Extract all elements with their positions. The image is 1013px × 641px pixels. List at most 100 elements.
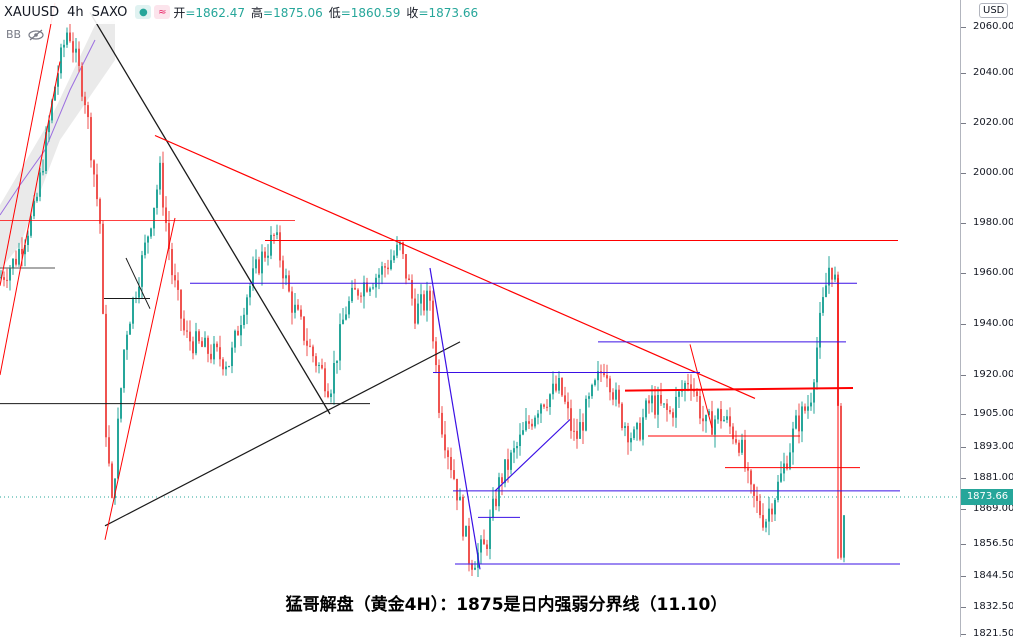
candle-body — [732, 426, 734, 440]
hidden-eye-icon[interactable] — [27, 29, 45, 41]
candle-body — [414, 298, 416, 324]
candle-body — [669, 409, 671, 413]
candle-body — [504, 459, 506, 484]
candle-body — [561, 377, 563, 396]
price-axis[interactable]: USD 2060.00 2040.00 2020.00 2000.00 1980.00 1… — [960, 0, 1013, 639]
candle-body — [468, 525, 470, 564]
candle-body — [489, 517, 491, 549]
status-dot-icon[interactable]: ● — [135, 5, 152, 19]
candle-body — [204, 337, 206, 347]
candle-body — [492, 498, 494, 518]
chart-area[interactable] — [0, 0, 960, 637]
candle-body — [768, 508, 770, 522]
candle-body — [345, 314, 347, 320]
candle-body — [45, 132, 47, 172]
candle-body — [330, 393, 332, 398]
candle-body — [792, 428, 794, 453]
candle-body — [441, 412, 443, 435]
candle-body — [636, 423, 638, 430]
candle-body — [96, 174, 98, 200]
candle-body — [621, 403, 623, 429]
candle-body — [375, 277, 377, 288]
symbol[interactable]: XAUUSD — [4, 4, 60, 20]
candle-body — [450, 456, 452, 471]
candle-body — [597, 371, 599, 381]
candle-body — [162, 162, 164, 208]
candle-body — [645, 400, 647, 418]
candle-body — [342, 319, 344, 325]
candle-body — [291, 291, 293, 313]
candle-body — [207, 337, 209, 354]
black-trendline-down — [89, 12, 331, 415]
price-tick-label: 1856.50 — [973, 538, 1013, 549]
high-value: 高=1875.06 — [251, 5, 323, 20]
candle-body — [36, 196, 38, 201]
price-chart[interactable] — [0, 0, 960, 637]
candle-body — [171, 249, 173, 276]
candle-body — [270, 234, 272, 256]
price-tick-label: 1960.00 — [973, 267, 1013, 278]
chart-caption: 猛哥解盘（黄金4H）：1875是日内强弱分界线（11.10） — [285, 595, 728, 615]
candle-body — [486, 544, 488, 549]
candle-body — [672, 412, 674, 418]
interval[interactable]: 4h — [67, 4, 84, 20]
candle-body — [9, 268, 11, 281]
candle-body — [387, 267, 389, 270]
candle-body — [423, 294, 425, 311]
candle-body — [21, 248, 23, 255]
candle-body — [432, 300, 434, 342]
price-tick-mark — [961, 634, 966, 635]
candle-body — [633, 429, 635, 439]
indicator-label[interactable]: BB — [6, 28, 22, 41]
candle-body — [723, 419, 725, 422]
candle-body — [303, 316, 305, 341]
candle-body — [807, 406, 809, 411]
candle-body — [66, 32, 68, 45]
candle-body — [300, 309, 302, 317]
price-tick-label: 2020.00 — [973, 117, 1013, 128]
candle-body — [564, 395, 566, 402]
candle-body — [528, 421, 530, 424]
price-tick-mark — [961, 73, 966, 74]
candle-body — [249, 285, 251, 298]
candle-body — [654, 395, 656, 415]
candle-body — [225, 366, 227, 370]
candle-body — [735, 439, 737, 443]
candle-body — [324, 368, 326, 392]
candle-body — [696, 391, 698, 397]
last-price-label: 1873.66 — [961, 488, 1013, 505]
candle-body — [0, 277, 2, 279]
candle-body — [771, 508, 773, 515]
candle-body — [60, 47, 62, 74]
candle-body — [483, 539, 485, 545]
candle-body — [465, 525, 467, 537]
candle-body — [519, 434, 521, 446]
candle-body — [48, 120, 50, 133]
candle-body — [573, 430, 575, 432]
indicator-row[interactable]: BB — [6, 28, 45, 41]
candle-body — [510, 452, 512, 470]
candle-body — [609, 378, 611, 393]
compare-icon[interactable]: ≈ — [154, 5, 171, 19]
candle-body — [351, 287, 353, 302]
candle-body — [57, 73, 59, 87]
candle-body — [816, 347, 818, 383]
price-tick-label: 1844.50 — [973, 570, 1013, 581]
candle-body — [285, 275, 287, 279]
candle-body — [108, 437, 110, 464]
candle-body — [201, 341, 203, 347]
price-tick-mark — [961, 375, 966, 376]
candle-body — [243, 314, 245, 326]
candle-body — [603, 373, 605, 376]
candle-body — [738, 442, 740, 453]
candle-body — [51, 100, 53, 121]
candle-body — [90, 117, 92, 161]
candle-body — [369, 288, 371, 292]
candle-body — [105, 313, 107, 438]
candle-body — [84, 96, 86, 106]
candle-body — [183, 318, 185, 331]
candle-body — [180, 289, 182, 319]
candle-body — [144, 242, 146, 256]
currency-badge[interactable]: USD — [979, 3, 1009, 18]
candle-body — [315, 356, 317, 366]
